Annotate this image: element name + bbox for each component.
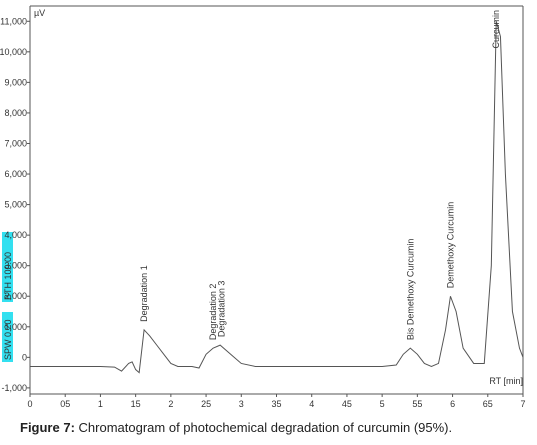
- x-tick-label: 6: [450, 399, 455, 409]
- x-tick-label: 0: [27, 399, 32, 409]
- x-tick-label: 5: [380, 399, 385, 409]
- signal-line: [30, 21, 524, 374]
- x-tick-label: 65: [483, 399, 493, 409]
- peak-label: Degradation 2: [208, 284, 218, 341]
- y-tick-label: 2,000: [4, 291, 27, 301]
- x-tick-label: 45: [342, 399, 352, 409]
- side-label: BTH 100.00: [3, 252, 13, 300]
- y-tick-label: 5,000: [4, 200, 27, 210]
- y-tick-label: 3,000: [4, 261, 27, 271]
- x-tick-label: 3: [239, 399, 244, 409]
- caption-text: Chromatogram of photochemical degradatio…: [79, 420, 453, 435]
- y-tick-label: 9,000: [4, 77, 27, 87]
- y-tick-label: -1,000: [1, 383, 27, 393]
- x-tick-label: 7: [520, 399, 525, 409]
- y-tick-label: 0: [22, 352, 27, 362]
- side-label: SPW 0.20: [3, 319, 13, 360]
- x-tick-label: 25: [201, 399, 211, 409]
- peak-label: Curcumin: [491, 10, 501, 49]
- y-tick-label: 11,000: [0, 16, 27, 26]
- side-label-box: [2, 312, 13, 362]
- x-tick-label: 35: [271, 399, 281, 409]
- x-tick-label: 05: [60, 399, 70, 409]
- peak-label: Bis Demethoxy Curcumin: [405, 239, 415, 341]
- y-tick-label: 7,000: [4, 138, 27, 148]
- peak-label: Degradation 1: [139, 265, 149, 322]
- peak-label: Degradation 3: [217, 281, 227, 338]
- y-tick-label: 1,000: [4, 322, 27, 332]
- y-tick-label: 10,000: [0, 47, 27, 57]
- y-tick-label: 4,000: [4, 230, 27, 240]
- x-axis-label: RT [min]: [489, 376, 523, 386]
- x-tick-label: 4: [309, 399, 314, 409]
- x-tick-label: 2: [168, 399, 173, 409]
- side-label-box: [2, 232, 13, 302]
- x-tick-label: 15: [131, 399, 141, 409]
- caption-label: Figure 7:: [20, 420, 75, 435]
- y-tick-label: 6,000: [4, 169, 27, 179]
- y-axis-label: µV: [34, 8, 45, 18]
- y-tick-label: 8,000: [4, 108, 27, 118]
- x-tick-label: 1: [98, 399, 103, 409]
- x-tick-label: 55: [412, 399, 422, 409]
- caption: Figure 7: Chromatogram of photochemical …: [20, 420, 452, 435]
- peak-label: Demethoxy Curcumin: [445, 202, 455, 289]
